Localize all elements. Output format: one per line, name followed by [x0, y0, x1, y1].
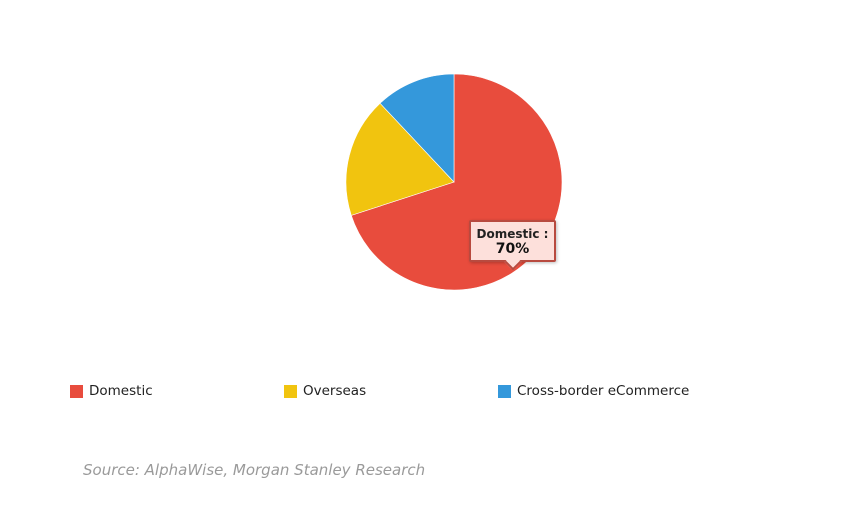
legend-label-overseas: Overseas [303, 383, 367, 399]
legend-item-cross-border-ecommerce[interactable]: Cross-border eCommerce [498, 381, 689, 401]
legend-swatch-cross-border-ecommerce [498, 384, 511, 398]
legend-item-domestic[interactable]: Domestic [70, 381, 153, 401]
legend-label-cross-border-ecommerce: Cross-border eCommerce [517, 383, 690, 399]
legend-swatch-overseas [284, 384, 297, 398]
pie-tooltip: Domestic : 70% [469, 220, 556, 262]
pie-slice-overseas[interactable] [345, 102, 455, 216]
pie-slice-cross-border-ecommerce[interactable] [379, 73, 455, 183]
source-note: Source: AlphaWise, Morgan Stanley Resear… [83, 461, 426, 479]
tooltip-label: Domestic : [476, 227, 549, 241]
legend-label-domestic: Domestic [89, 383, 153, 399]
tooltip-value: 70% [495, 241, 530, 257]
legend-swatch-domestic [70, 384, 83, 398]
legend-item-overseas[interactable]: Overseas [284, 381, 366, 401]
chart-legend: Domestic Overseas Cross-border eCommerce [0, 381, 841, 401]
